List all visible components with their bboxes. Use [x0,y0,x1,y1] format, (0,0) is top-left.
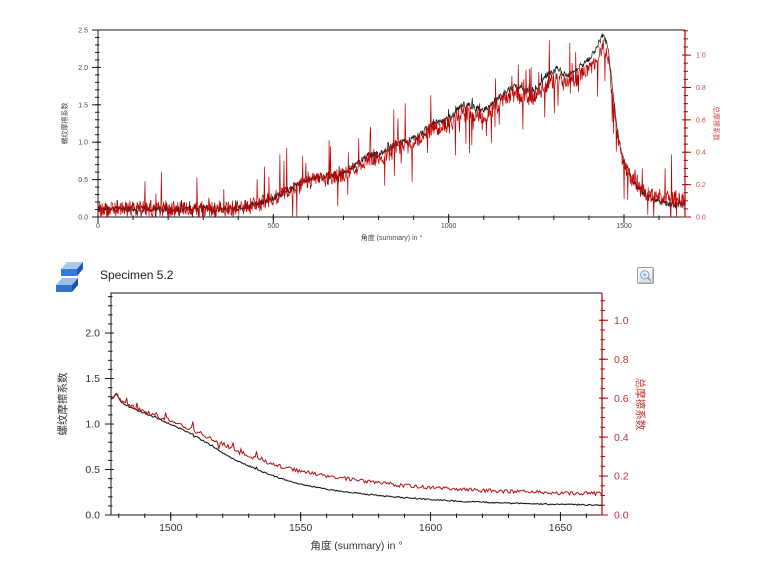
svg-text:角度 (summary) in °: 角度 (summary) in ° [310,539,402,552]
svg-text:1.0: 1.0 [78,140,88,147]
svg-text:0.2: 0.2 [614,471,629,483]
svg-text:1600: 1600 [419,522,443,534]
svg-text:2.0: 2.0 [78,65,88,72]
svg-text:角度 (summary) in °: 角度 (summary) in ° [361,233,423,242]
series-right-red [97,39,686,218]
series-left-black [110,392,603,507]
svg-text:0.6: 0.6 [614,393,629,405]
svg-text:总摩擦系数: 总摩擦系数 [634,378,647,431]
svg-text:1550: 1550 [289,522,313,534]
svg-text:1.0: 1.0 [85,419,100,431]
zoom-tool-button[interactable] [637,267,654,284]
svg-text:0.4: 0.4 [614,432,629,444]
svg-text:1.5: 1.5 [85,373,100,385]
top-friction-vs-angle-chart: 0 500 1000 1500 0.0 0.5 1.0 1.5 2.0 2.5 0.0 0.2 0.4 0… [60,27,721,242]
svg-text:0.0: 0.0 [696,214,706,221]
svg-text:2.0: 2.0 [85,328,100,340]
svg-text:1500: 1500 [159,522,183,534]
series-right-red [110,393,603,497]
svg-text:0.5: 0.5 [85,464,100,476]
specimen-friction-vs-angle-chart: 1500 1550 1600 1650 0.0 0.5 1.0 1.5 2.0 0.0 0.2 0.4… [56,292,647,552]
svg-text:螺纹摩擦系数: 螺纹摩擦系数 [60,103,69,145]
svg-text:1.0: 1.0 [696,53,706,60]
svg-text:总摩擦系数: 总摩擦系数 [712,106,721,141]
svg-text:0.6: 0.6 [696,117,706,124]
svg-text:1500: 1500 [616,223,632,230]
specimen-title: Specimen 5.2 [100,268,174,282]
svg-text:0.8: 0.8 [696,85,706,92]
svg-text:2.5: 2.5 [78,27,88,34]
svg-text:0.0: 0.0 [614,510,629,522]
svg-text:0.0: 0.0 [78,214,88,221]
magnifier-plus-icon [640,270,652,282]
svg-text:1.0: 1.0 [614,315,629,327]
svg-text:螺纹摩擦系数: 螺纹摩擦系数 [56,372,69,435]
svg-text:0.5: 0.5 [78,177,88,184]
svg-text:0.2: 0.2 [696,182,706,189]
svg-text:1000: 1000 [441,223,457,230]
svg-text:1650: 1650 [549,522,573,534]
svg-text:500: 500 [267,223,279,230]
svg-text:0.4: 0.4 [696,150,706,157]
svg-text:1.5: 1.5 [78,102,88,109]
specimen-cube-icon [54,261,84,295]
svg-text:0.8: 0.8 [614,354,629,366]
svg-text:0.0: 0.0 [85,510,100,522]
svg-text:0: 0 [96,223,100,230]
